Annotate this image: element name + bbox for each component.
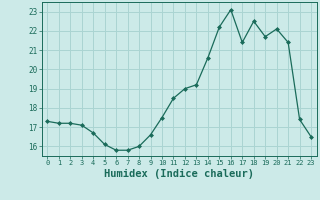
X-axis label: Humidex (Indice chaleur): Humidex (Indice chaleur) [104, 169, 254, 179]
